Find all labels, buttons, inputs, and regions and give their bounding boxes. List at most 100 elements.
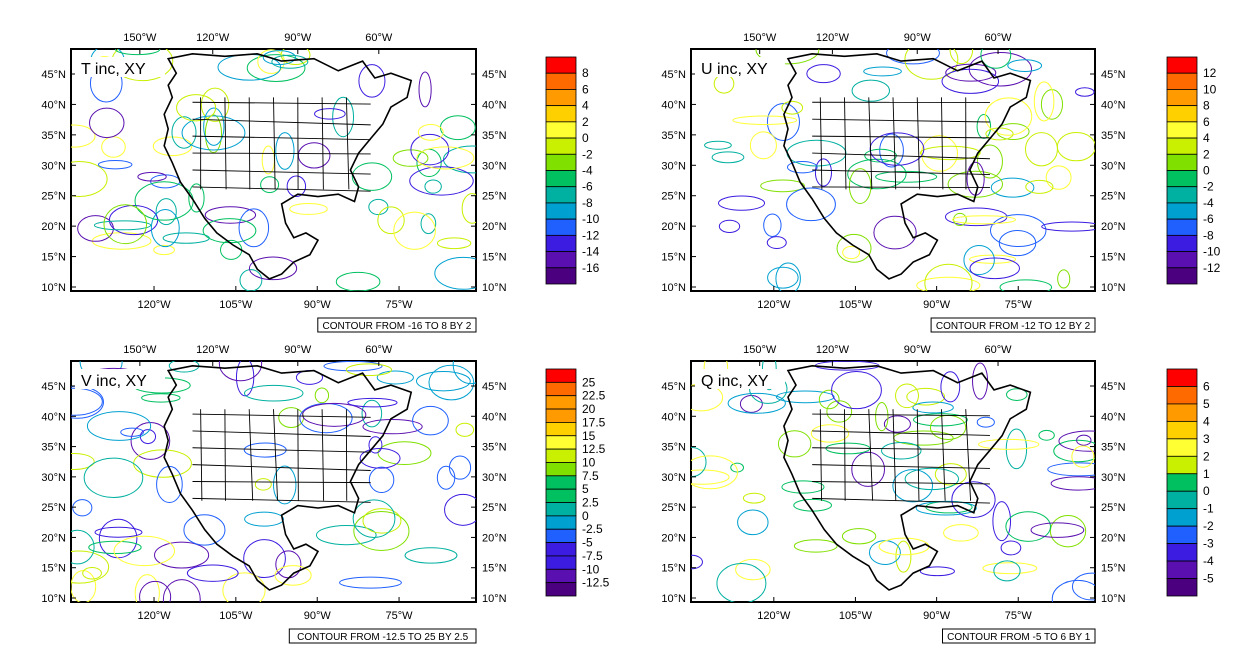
colorbar-swatch xyxy=(1166,170,1198,188)
lon-label-bottom: 90°W xyxy=(923,299,951,311)
colorbar-swatch xyxy=(545,105,577,123)
state-border xyxy=(868,409,874,501)
lat-label-right: 20°N xyxy=(482,532,507,544)
state-border xyxy=(192,186,371,192)
colorbar-label: -6 xyxy=(582,180,593,194)
colorbar-swatch xyxy=(1166,251,1198,269)
contour-line xyxy=(941,68,1000,94)
colorbar-label: -12 xyxy=(1203,261,1221,275)
contour-line xyxy=(1030,522,1085,538)
contour-line xyxy=(921,135,959,172)
lat-label-right: 15°N xyxy=(482,563,507,575)
lon-label-top: 60°W xyxy=(365,344,393,356)
panel-v-inc: 150°W 120°W 90°W 60°W 120°W 105°W 90°W 75°W 45°N… xyxy=(41,344,610,644)
lon-label-bottom: 105°W xyxy=(839,299,873,311)
contour-line xyxy=(238,208,270,248)
contour-line xyxy=(742,492,766,504)
lon-label-bottom: 75°W xyxy=(1005,299,1033,311)
lat-label-right: 15°N xyxy=(1101,563,1126,575)
colorbar-swatch xyxy=(1166,438,1198,457)
colorbar-swatch xyxy=(545,515,577,530)
lat-label-right: 25°N xyxy=(482,191,507,203)
lon-label-top: 90°W xyxy=(904,344,932,356)
contour-line xyxy=(1051,579,1095,602)
state-border xyxy=(192,101,371,105)
lat-label-left: 10°N xyxy=(661,593,686,605)
coastline xyxy=(783,364,1032,591)
contour-line xyxy=(72,499,93,517)
colorbar-swatch xyxy=(545,582,577,597)
contour-line xyxy=(89,107,125,139)
contour-line xyxy=(996,123,1030,141)
colorbar-label: 2 xyxy=(1203,449,1210,463)
colorbar-label: 8 xyxy=(582,66,589,80)
contour-line xyxy=(377,206,405,235)
contour-line xyxy=(412,405,449,436)
contour-line xyxy=(314,108,346,120)
contour-line xyxy=(362,508,402,534)
colorbar-swatch xyxy=(545,251,577,269)
contour-line xyxy=(424,179,442,194)
colorbar-label: -4 xyxy=(1203,554,1214,568)
contour-line xyxy=(766,102,800,141)
contour-line xyxy=(86,411,152,441)
contour-line xyxy=(727,392,786,414)
lat-label-right: 15°N xyxy=(482,252,507,264)
lon-label-top: 120°W xyxy=(816,344,850,356)
contour-line xyxy=(767,266,799,289)
colorbar-swatch xyxy=(545,488,577,503)
state-border xyxy=(321,409,325,501)
lat-label-right: 30°N xyxy=(482,160,507,172)
state-border xyxy=(812,447,990,451)
lon-label-top: 90°W xyxy=(284,344,312,356)
lon-label-top: 60°W xyxy=(985,344,1013,356)
lat-label-left: 45°N xyxy=(661,381,686,393)
colorbar-swatch xyxy=(1166,105,1198,123)
contour-note: CONTOUR FROM -12.5 TO 25 BY 2.5 xyxy=(297,632,468,643)
lat-label-left: 40°N xyxy=(41,99,66,111)
contour-line xyxy=(359,447,401,469)
contour-line xyxy=(881,441,922,460)
contour-line xyxy=(204,206,257,224)
state-border xyxy=(812,464,990,469)
colorbar-swatch xyxy=(545,137,577,155)
contour-line xyxy=(347,397,398,408)
lat-label-left: 40°N xyxy=(41,411,66,423)
contour-line xyxy=(339,576,402,589)
colorbar-swatch xyxy=(545,121,577,139)
lat-label-right: 25°N xyxy=(1101,502,1126,514)
state-border xyxy=(192,447,371,453)
contour-field xyxy=(71,361,476,602)
lat-label-left: 40°N xyxy=(661,99,686,111)
lat-label-right: 10°N xyxy=(482,593,507,605)
contour-line xyxy=(393,211,436,250)
contour-line xyxy=(420,213,437,235)
contour-line xyxy=(945,63,997,82)
lat-label-right: 40°N xyxy=(482,99,507,111)
colorbar-label: -2 xyxy=(582,147,593,161)
map-frame xyxy=(690,48,1096,292)
colorbar-label: 6 xyxy=(1203,379,1210,393)
contour-line xyxy=(271,54,309,69)
lat-label-right: 45°N xyxy=(1101,381,1126,393)
colorbar-swatch xyxy=(545,267,577,285)
contour-line xyxy=(200,87,230,122)
colorbar-label: 8 xyxy=(1203,99,1210,113)
lat-label-left: 10°N xyxy=(661,282,686,294)
contour-line xyxy=(1050,476,1095,491)
contour-note: CONTOUR FROM -16 TO 8 BY 2 xyxy=(323,321,472,332)
lat-label-right: 15°N xyxy=(1101,252,1126,264)
contour-line xyxy=(892,469,934,503)
contour-line xyxy=(1038,429,1055,441)
colorbar-label: -7.5 xyxy=(582,549,603,563)
contour-line xyxy=(71,550,110,584)
title-backdrop xyxy=(75,369,165,389)
state-border xyxy=(844,97,847,190)
lat-label-right: 10°N xyxy=(1101,593,1126,605)
contour-line xyxy=(260,176,280,194)
colorbar-label: 2.5 xyxy=(582,496,599,510)
contour-line xyxy=(332,96,355,138)
colorbar-label: 4 xyxy=(1203,131,1210,145)
colorbar-swatch xyxy=(1166,578,1198,597)
contour-line xyxy=(1000,540,1022,556)
